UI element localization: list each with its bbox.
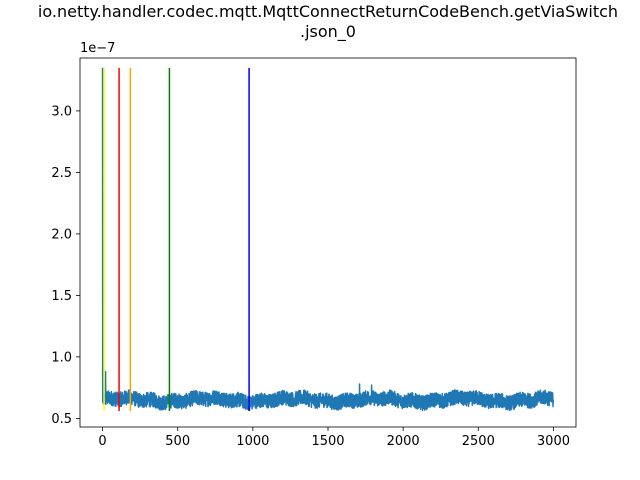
x-tick-label: 1500 [311, 434, 344, 449]
y-tick-label: 2.5 [51, 166, 72, 181]
x-tick-label: 2000 [387, 434, 420, 449]
x-tick-label: 1000 [236, 434, 269, 449]
y-tick-label: 1.5 [51, 289, 72, 304]
chart-title-line2: .json_0 [300, 22, 356, 42]
x-tick-label: 2500 [462, 434, 495, 449]
y-tick-label: 1.0 [51, 350, 72, 365]
y-offset-label: 1e−7 [80, 41, 115, 56]
plot-area [101, 67, 555, 412]
x-tick-label: 0 [98, 434, 106, 449]
x-tick-label: 500 [165, 434, 190, 449]
x-tick-label: 3000 [537, 434, 570, 449]
chart-title-line1: io.netty.handler.codec.mqtt.MqttConnectR… [38, 2, 618, 21]
y-tick-label: 2.0 [51, 227, 72, 242]
axes: 0 500 1000 1500 2000 2500 3000 0.5 1.0 1.5 2.0 2.5 3… [51, 57, 577, 449]
y-tick-label: 0.5 [51, 412, 72, 427]
series-line-0 [101, 67, 555, 412]
y-tick-label: 3.0 [51, 104, 72, 119]
